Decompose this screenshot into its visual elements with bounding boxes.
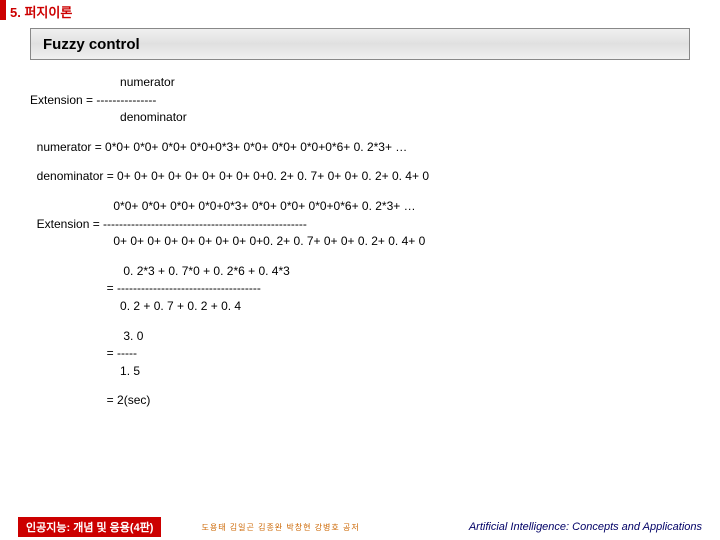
result: = 2(sec) xyxy=(30,393,690,409)
text-line: 0. 2 + 0. 7 + 0. 2 + 0. 4 xyxy=(30,299,690,315)
accent-bar xyxy=(0,0,6,20)
content-area: numerator Extension = --------------- de… xyxy=(30,75,690,423)
chapter-title: 5. 퍼지이론 xyxy=(10,2,72,21)
footer-right: Artificial Intelligence: Concepts and Ap… xyxy=(469,521,702,533)
text-line: = 2(sec) xyxy=(30,393,690,409)
fraction-step1: 0. 2*3 + 0. 7*0 + 0. 2*6 + 0. 4*3 = ----… xyxy=(30,264,690,315)
text-line: denominator xyxy=(30,110,690,126)
section-header: Fuzzy control xyxy=(30,28,690,60)
text-line: 0. 2*3 + 0. 7*0 + 0. 2*6 + 0. 4*3 xyxy=(30,264,690,280)
text-line: Extension = --------------- xyxy=(30,93,690,109)
text-line: Extension = ----------------------------… xyxy=(30,217,690,233)
extension-def: numerator Extension = --------------- de… xyxy=(30,75,690,126)
denominator-eq: denominator = 0+ 0+ 0+ 0+ 0+ 0+ 0+ 0+ 0+… xyxy=(30,169,690,185)
text-line: = ----- xyxy=(30,346,690,362)
fraction-step2: 3. 0 = ----- 1. 5 xyxy=(30,329,690,380)
extension-expanded: 0*0+ 0*0+ 0*0+ 0*0+0*3+ 0*0+ 0*0+ 0*0+0*… xyxy=(30,199,690,250)
text-line: 0*0+ 0*0+ 0*0+ 0*0+0*3+ 0*0+ 0*0+ 0*0+0*… xyxy=(30,199,690,215)
text-line: = ------------------------------------ xyxy=(30,281,690,297)
text-line: 1. 5 xyxy=(30,364,690,380)
footer-left: 인공지능: 개념 및 응용(4판) xyxy=(18,517,161,537)
text-line: 0+ 0+ 0+ 0+ 0+ 0+ 0+ 0+ 0+0. 2+ 0. 7+ 0+… xyxy=(30,234,690,250)
text-line: numerator = 0*0+ 0*0+ 0*0+ 0*0+0*3+ 0*0+… xyxy=(30,140,690,156)
text-line: numerator xyxy=(30,75,690,91)
footer: 인공지능: 개념 및 응용(4판) 도용태 김일곤 김종완 박창현 강병호 공저… xyxy=(0,518,720,536)
section-title: Fuzzy control xyxy=(43,36,140,53)
numerator-eq: numerator = 0*0+ 0*0+ 0*0+ 0*0+0*3+ 0*0+… xyxy=(30,140,690,156)
text-line: 3. 0 xyxy=(30,329,690,345)
text-line: denominator = 0+ 0+ 0+ 0+ 0+ 0+ 0+ 0+ 0+… xyxy=(30,169,690,185)
footer-middle: 도용태 김일곤 김종완 박창현 강병호 공저 xyxy=(201,522,359,533)
